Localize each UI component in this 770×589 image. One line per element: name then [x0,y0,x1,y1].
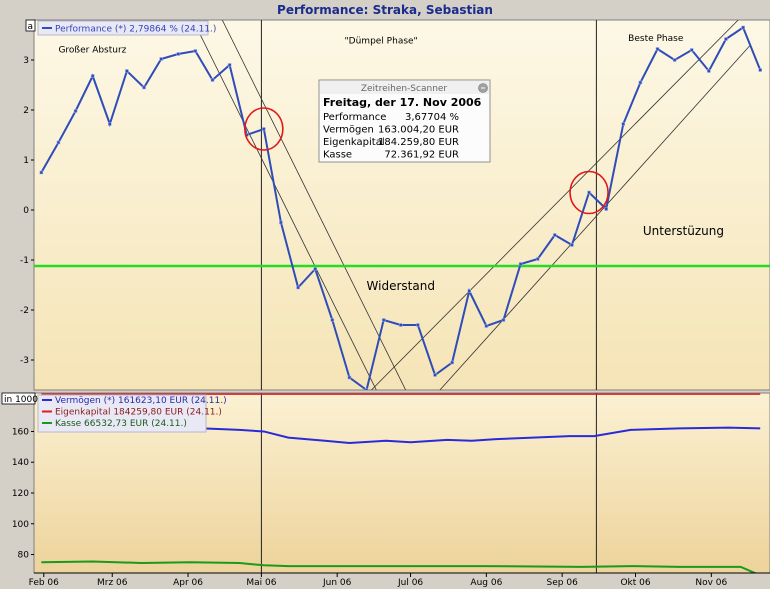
performance-point [638,80,643,85]
y-tick-label: 3 [23,56,29,66]
legend-entry: Vermögen (*) 161623,10 EUR (24.11.) [55,396,227,406]
y-tick-label: 100 [12,520,29,530]
highlight-circle [244,107,284,151]
performance-point [570,243,574,247]
performance-point [621,122,626,126]
trend-line [192,20,377,390]
scanner-row-label: Kasse [323,150,352,161]
series-line-kasse [41,560,758,573]
performance-point [176,52,181,56]
legend-entry: Eigenkapital 184259,80 EUR (24.11.) [55,408,222,418]
performance-point [741,25,745,30]
performance-point [108,122,112,126]
performance-point [125,69,129,73]
annotation: "Dümpel Phase" [345,37,418,47]
highlight-circle [569,170,609,215]
x-tick-label: Nov 06 [695,578,727,588]
performance-point [56,140,61,145]
y-tick-label: 80 [18,551,30,561]
performance-point [724,37,728,41]
y-tick-label: 120 [12,489,29,499]
performance-point [655,47,660,51]
performance-point [279,220,283,225]
zeitreihen-scanner[interactable]: Zeitreihen-Scanner Freitag, der 17. Nov … [318,79,491,163]
y-tick-label: -2 [20,306,29,316]
scanner-row-value: 163.004,20 EUR [378,125,459,136]
performance-point [210,78,215,82]
trend-line [221,20,407,390]
series-line-vermoegen [41,426,761,445]
performance-point [142,85,146,90]
top-panel-label: a [28,22,34,32]
performance-point [433,373,437,377]
performance-point [416,323,420,327]
y-tick-label: -1 [20,256,29,266]
bottom-legend: Vermögen (*) 161623,10 EUR (24.11.) Eigen… [37,394,227,433]
x-tick-label: Jul 06 [397,578,423,588]
performance-point [227,63,232,67]
x-tick-label: Mrz 06 [97,578,128,588]
performance-point [313,267,317,271]
top-panel-background [33,19,770,391]
performance-point [296,285,300,290]
x-tick-label: Feb 06 [29,578,60,588]
performance-point [364,388,369,390]
scanner-row-value: 72.361,92 EUR [384,150,459,161]
performance-point [518,262,523,266]
performance-point [707,69,711,73]
scanner-row-label: Vermögen [323,125,374,136]
legend-performance: Performance (*) 2,79864 % (24.11.) [55,25,216,35]
performance-point [501,318,506,322]
bottom-panel-label: in 1000 [4,395,38,405]
chart-title: Performance: Straka, Sebastian [277,3,493,17]
x-tick-label: Aug 06 [470,578,502,588]
performance-point [604,207,608,211]
performance-point [553,233,557,237]
legend-entry: Kasse 66532,73 EUR (24.11.) [55,419,187,429]
performance-point [484,324,489,328]
x-tick-label: Apr 06 [173,578,203,588]
y-tick-label: 160 [12,427,29,437]
performance-point [90,74,95,78]
x-tick-label: Jun 06 [322,578,352,588]
performance-point [347,375,352,380]
y-tick-label: -3 [20,356,29,366]
performance-point [467,289,471,293]
scanner-date: Freitag, der 17. Nov 2006 [323,96,482,109]
annotation: Unterstüzung [643,224,724,238]
performance-point [450,360,454,365]
performance-point [73,109,78,113]
y-tick-label: 2 [23,106,29,116]
performance-point [399,323,403,327]
performance-point [758,68,762,72]
annotation: Beste Phase [628,34,684,44]
y-tick-label: 0 [23,206,29,216]
scanner-row-label: Eigenkapital [323,137,385,148]
annotation: Widerstand [367,279,435,293]
annotation: Großer Absturz [58,46,126,56]
performance-point [159,57,163,61]
performance-point [193,49,198,53]
x-tick-label: Okt 06 [620,578,650,588]
top-legend: Performance (*) 2,79864 % (24.11.) [37,20,216,36]
performance-point [330,318,335,322]
performance-point [587,190,591,195]
performance-point [262,127,266,131]
performance-point [535,257,540,261]
trend-line [371,20,739,390]
performance-point [672,58,677,62]
x-tick-label: Mai 06 [246,578,276,588]
y-tick-label: 140 [12,458,29,468]
performance-point [39,170,44,175]
scanner-row-value: 184.259,80 EUR [378,137,459,148]
performance-point [381,318,386,322]
x-tick-label: Sep 06 [547,578,579,588]
scanner-row-label: Performance [323,112,386,123]
scanner-row-value: 3,67704 % [405,112,459,123]
trend-line [439,44,751,390]
performance-point [690,48,694,52]
scanner-title: Zeitreihen-Scanner [361,84,448,94]
y-tick-label: 1 [23,156,29,166]
